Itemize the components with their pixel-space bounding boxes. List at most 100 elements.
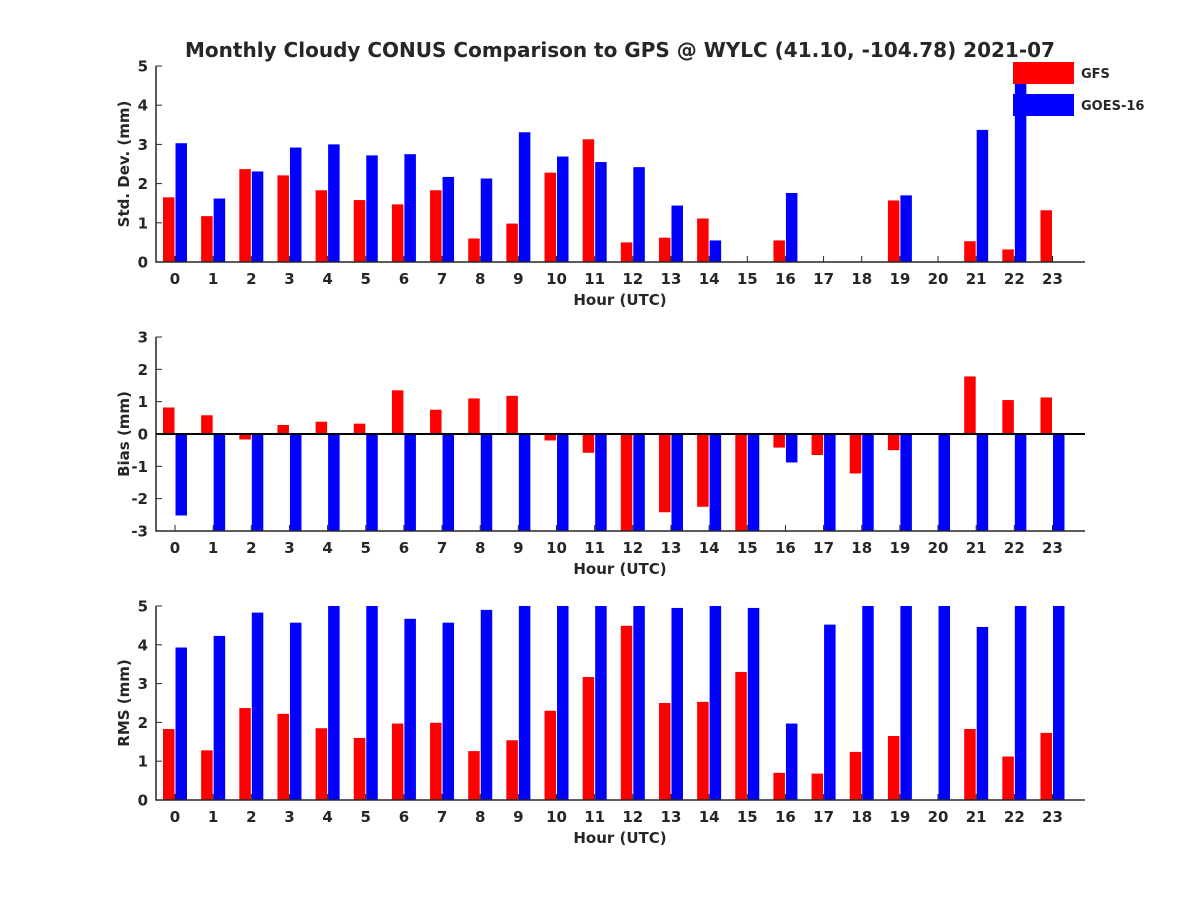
bar-goes-16-5 [366,606,378,800]
x-tick-label: 6 [399,808,409,826]
bar-goes-16-17 [824,434,836,531]
bar-goes-16-1 [213,434,226,531]
bar-goes-16-6 [404,618,416,800]
y-tick-label: 0 [138,254,148,272]
y-axis-label: Bias (mm) [115,391,133,477]
x-tick-label: 14 [699,539,720,557]
bar-goes-16-13 [671,607,683,800]
bar-goes-16-3 [289,434,302,531]
x-axis-label: Hour (UTC) [573,291,666,309]
x-tick-label: 12 [622,270,643,288]
x-tick-label: 21 [966,539,987,557]
bar-gfs-17 [811,773,824,800]
x-tick-label: 22 [1004,808,1025,826]
bar-gfs-23 [1040,210,1052,262]
x-tick-label: 1 [208,808,218,826]
bar-goes-16-15 [747,434,760,531]
y-tick-label: 2 [138,361,148,379]
x-tick-label: 17 [813,808,834,826]
bar-goes-16-17 [824,624,836,800]
x-tick-label: 14 [699,270,720,288]
bar-goes-16-13 [671,205,683,262]
bar-goes-16-1 [213,635,226,800]
bar-gfs-17 [811,434,824,456]
x-tick-label: 7 [437,270,447,288]
bar-goes-16-23 [1052,606,1065,800]
x-tick-label: 5 [361,270,371,288]
x-tick-label: 7 [437,808,447,826]
x-tick-label: 3 [284,270,294,288]
bar-goes-16-11 [595,162,607,262]
bar-gfs-10 [544,710,557,800]
x-tick-label: 15 [737,270,758,288]
bar-gfs-9 [506,223,518,262]
bar-goes-16-19 [900,434,912,531]
x-tick-label: 11 [584,539,605,557]
bar-gfs-6 [391,723,404,800]
x-tick-label: 21 [966,270,987,288]
y-tick-label: 0 [138,426,148,444]
bar-goes-16-21 [976,626,989,800]
bar-goes-16-15 [747,607,760,800]
bar-gfs-21 [964,241,976,262]
bar-gfs-13 [658,237,671,262]
bar-gfs-10 [544,172,557,262]
bar-goes-16-9 [518,606,531,800]
bar-goes-16-20 [938,434,951,531]
x-tick-label: 20 [928,270,949,288]
x-tick-label: 19 [889,270,910,288]
bar-gfs-5 [353,200,366,262]
x-tick-label: 14 [699,808,720,826]
bar-goes-16-22 [1014,74,1027,263]
y-tick-label: 0 [138,792,148,810]
bar-goes-16-21 [976,129,989,262]
bar-goes-16-10 [557,156,569,262]
bar-gfs-21 [964,729,976,800]
y-tick-label: 1 [138,214,148,232]
bar-goes-16-13 [671,434,683,531]
bar-gfs-6 [391,204,404,262]
bar-goes-16-18 [862,606,874,800]
x-tick-label: 12 [622,539,643,557]
bar-goes-16-9 [518,132,531,262]
y-tick-label: 4 [138,97,148,115]
x-tick-label: 1 [208,270,218,288]
bar-gfs-16 [773,240,785,262]
bar-goes-16-16 [785,434,798,463]
bar-goes-16-12 [633,606,645,800]
bar-goes-16-14 [709,606,722,800]
y-axis-label: RMS (mm) [115,659,133,746]
bar-gfs-5 [353,423,366,434]
bar-goes-16-3 [289,147,302,262]
bar-goes-16-0 [175,434,187,516]
bar-gfs-22 [1002,400,1014,434]
bar-gfs-19 [887,434,900,451]
bar-gfs-21 [964,376,976,434]
bar-gfs-0 [163,407,175,434]
bar-goes-16-19 [900,195,912,262]
x-tick-label: 6 [399,270,409,288]
x-tick-label: 7 [437,539,447,557]
x-tick-label: 15 [737,808,758,826]
x-tick-label: 23 [1042,270,1063,288]
x-axis-label: Hour (UTC) [573,829,666,847]
bar-goes-16-11 [595,606,607,800]
x-tick-label: 9 [513,270,523,288]
bar-gfs-16 [773,772,785,800]
bar-goes-16-8 [480,178,493,262]
legend-swatch-gfs [1013,62,1074,84]
x-tick-label: 18 [851,270,872,288]
x-tick-label: 16 [775,808,796,826]
bar-goes-16-23 [1052,434,1065,531]
legend-swatch-goes-16 [1013,94,1074,116]
x-tick-label: 19 [889,539,910,557]
x-tick-label: 18 [851,808,872,826]
bar-gfs-7 [430,190,442,262]
x-tick-label: 8 [475,270,485,288]
bar-gfs-19 [887,735,900,800]
bar-gfs-4 [315,728,328,800]
